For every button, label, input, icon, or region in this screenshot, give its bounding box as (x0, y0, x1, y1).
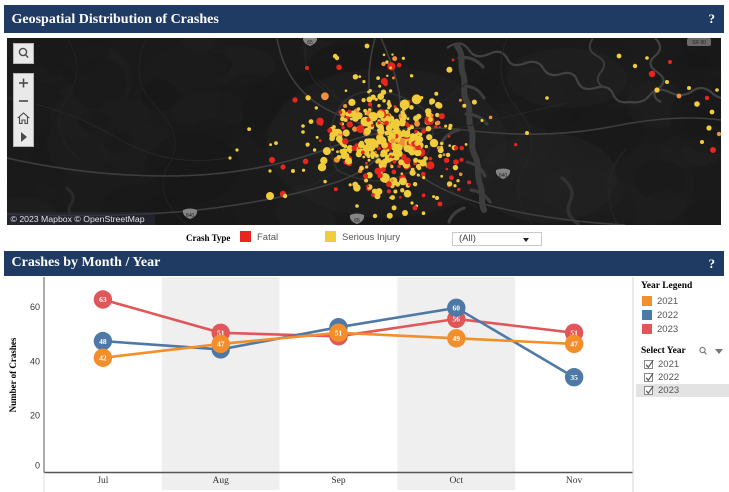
svg-text:840: 840 (186, 213, 195, 219)
svg-text:Oct: Oct (449, 476, 463, 486)
svg-text:Number of Crashes: Number of Crashes (8, 337, 18, 412)
svg-text:Nov: Nov (566, 476, 583, 486)
svg-text:60: 60 (30, 302, 40, 312)
svg-text:42: 42 (99, 354, 107, 363)
svg-text:48: 48 (99, 337, 107, 346)
svg-text:20: 20 (30, 411, 40, 421)
svg-text:Jul: Jul (97, 476, 108, 486)
svg-text:65: 65 (354, 218, 360, 224)
svg-text:47: 47 (570, 340, 578, 349)
svg-text:56: 56 (453, 315, 461, 324)
svg-text:65: 65 (307, 40, 313, 46)
svg-text:Sep: Sep (331, 476, 346, 486)
svg-text:51: 51 (217, 329, 225, 338)
svg-text:35: 35 (570, 373, 578, 382)
svg-text:51: 51 (335, 329, 343, 338)
svg-text:840: 840 (499, 173, 508, 179)
svg-text:SR 80: SR 80 (692, 40, 706, 46)
svg-text:63: 63 (99, 295, 107, 304)
svg-text:© 2023 Mapbox © OpenStreetMap: © 2023 Mapbox © OpenStreetMap (11, 214, 145, 224)
svg-text:51: 51 (570, 329, 578, 338)
svg-text:49: 49 (453, 334, 461, 343)
svg-text:60: 60 (453, 304, 461, 313)
svg-text:40: 40 (30, 357, 40, 367)
svg-text:0: 0 (35, 461, 40, 471)
svg-text:Aug: Aug (213, 476, 230, 486)
svg-text:47: 47 (217, 340, 225, 349)
